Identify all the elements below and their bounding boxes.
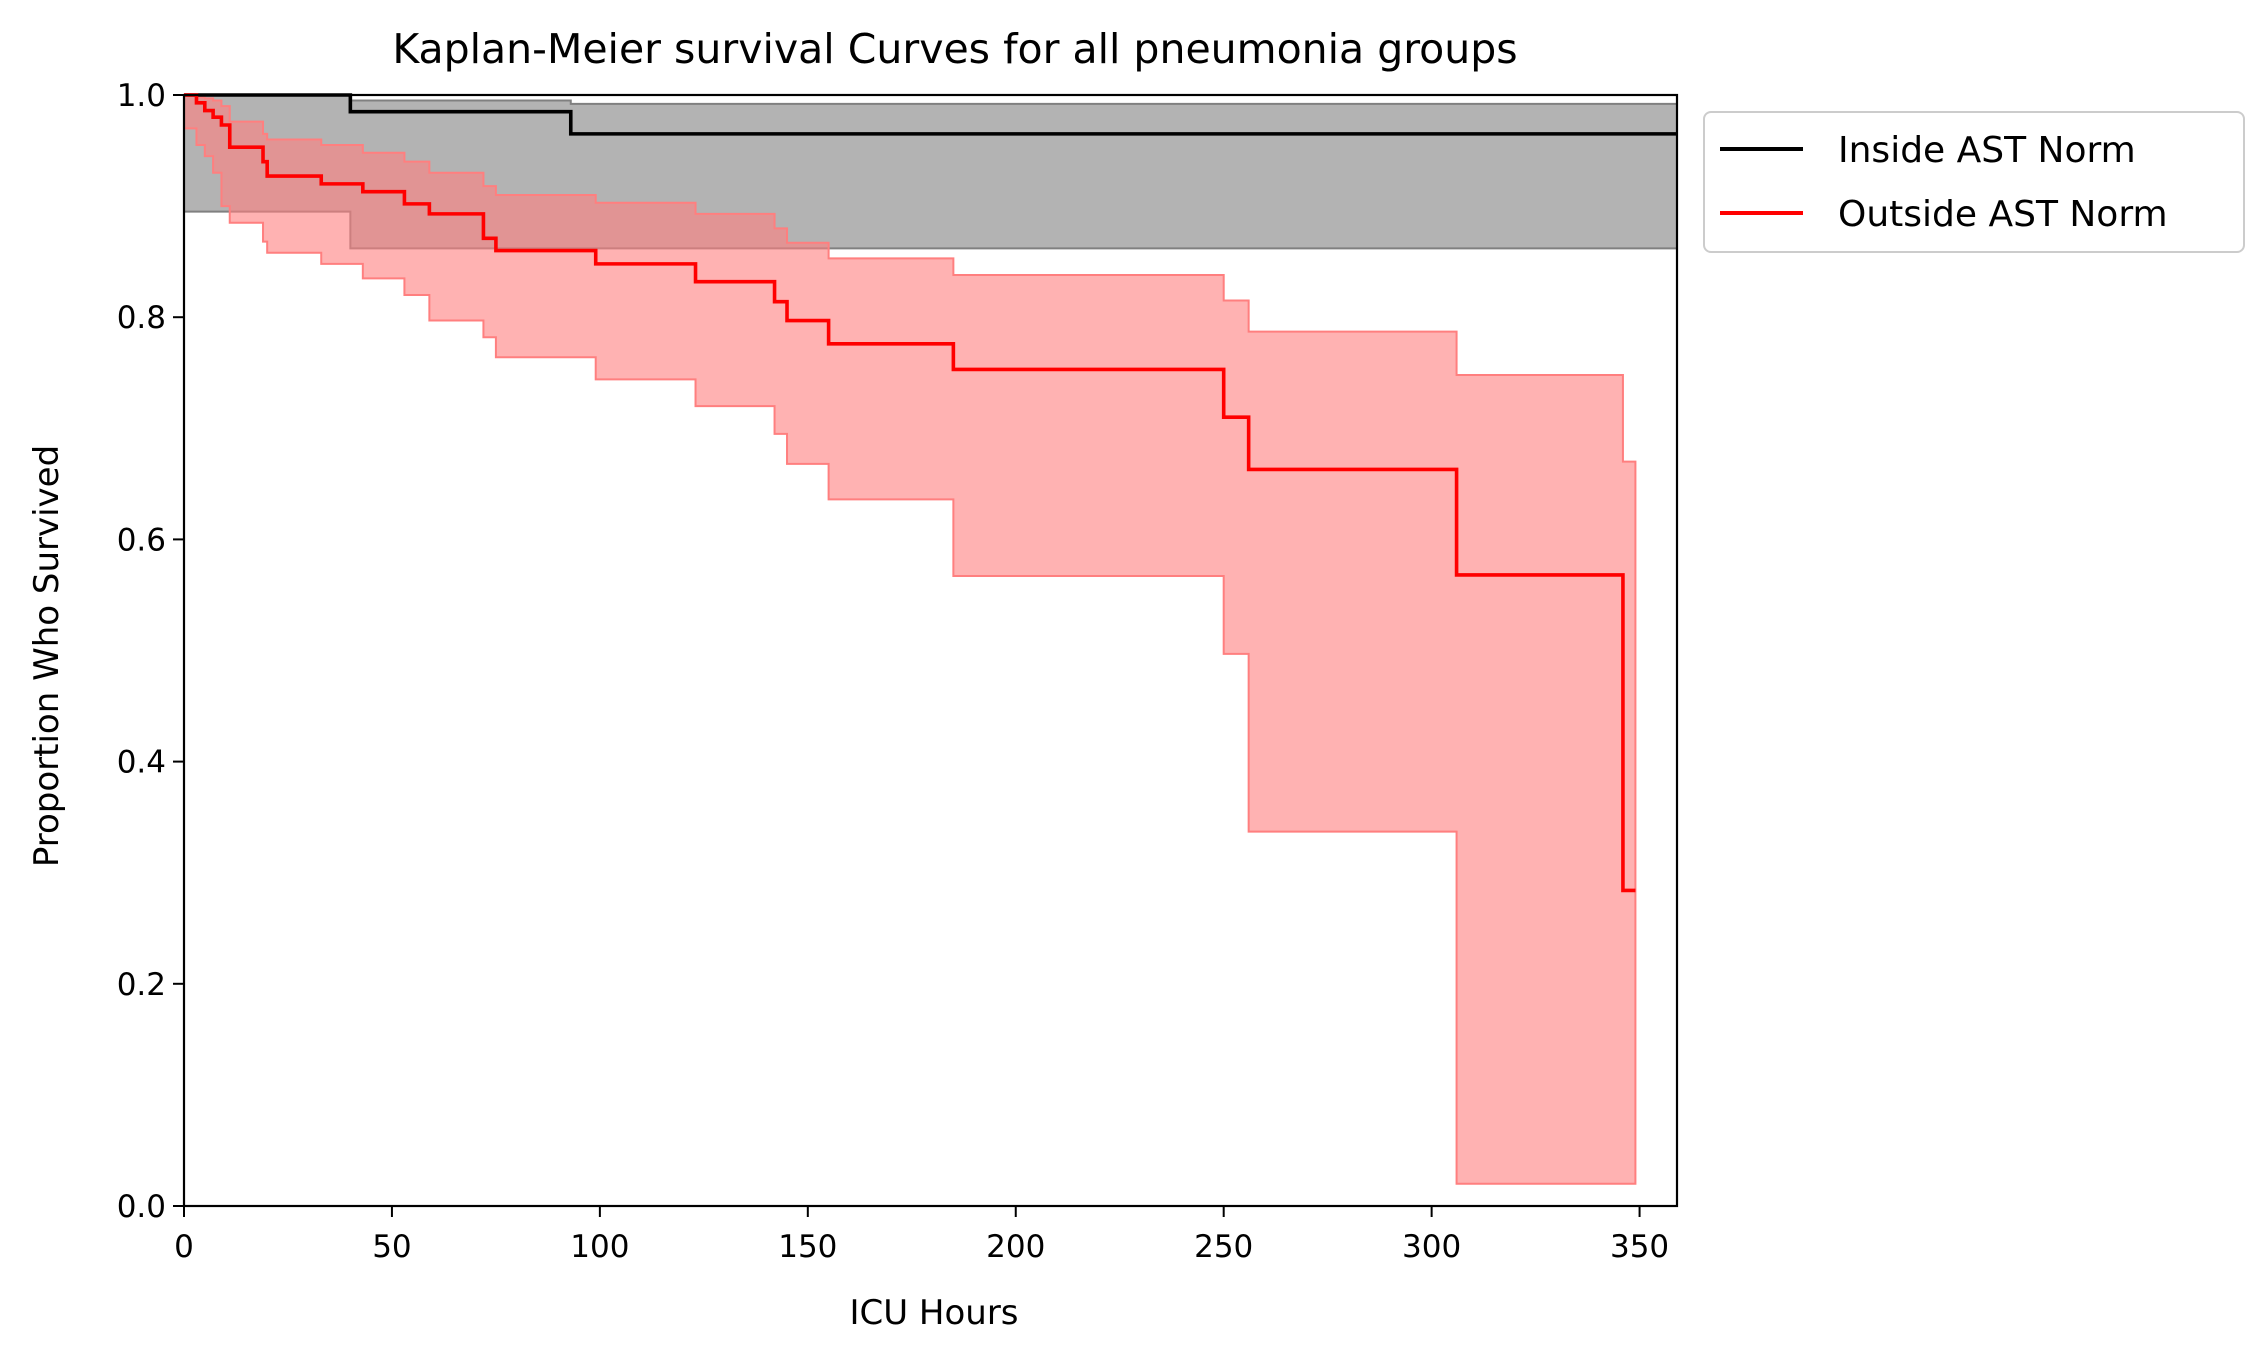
chart-title: Kaplan-Meier survival Curves for all pne… [392, 25, 1517, 73]
x-tick-label: 50 [372, 1229, 411, 1265]
x-tick-label: 300 [1402, 1229, 1461, 1265]
legend-label-inside-ast-norm: Inside AST Norm [1838, 130, 2136, 171]
y-axis-title: Proportion Who Survived [27, 445, 67, 867]
y-tick-label: 0.8 [117, 300, 166, 336]
x-tick-label: 0 [174, 1229, 194, 1265]
x-axis-title: ICU Hours [849, 1293, 1018, 1333]
y-tick-label: 0.0 [117, 1189, 166, 1225]
x-tick-label: 150 [778, 1229, 837, 1265]
x-tick-label: 200 [986, 1229, 1045, 1265]
legend-label-outside-ast-norm: Outside AST Norm [1838, 194, 2168, 235]
x-tick-label: 100 [570, 1229, 629, 1265]
y-tick-label: 0.4 [117, 745, 166, 781]
x-tick-label: 350 [1610, 1229, 1669, 1265]
x-tick-label: 250 [1194, 1229, 1253, 1265]
y-tick-label: 0.2 [117, 967, 166, 1003]
y-tick-label: 0.6 [117, 522, 166, 558]
y-tick-label: 1.0 [117, 78, 166, 114]
legend: Inside AST Norm Outside AST Norm [1704, 112, 2244, 252]
